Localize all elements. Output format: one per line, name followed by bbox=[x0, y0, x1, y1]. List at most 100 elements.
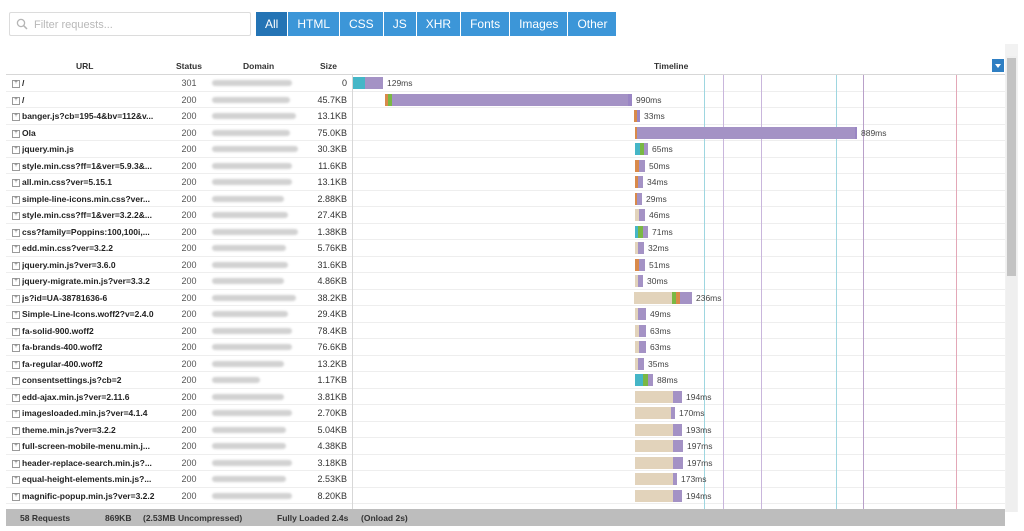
request-url[interactable]: equal-height-elements.min.js?... bbox=[22, 474, 152, 484]
request-url[interactable]: / bbox=[22, 78, 25, 88]
expand-icon[interactable]: + bbox=[12, 162, 20, 171]
expand-icon[interactable]: + bbox=[12, 278, 20, 286]
table-row[interactable]: + theme.min.js?ver=3.2.2 200 5.04KB bbox=[6, 422, 1005, 438]
expand-icon[interactable]: + bbox=[12, 393, 20, 402]
table-row[interactable]: + all.min.css?ver=5.15.1 200 13.1KB bbox=[6, 174, 1005, 191]
table-row[interactable]: + consentsettings.js?cb=2 200 1.17KB bbox=[6, 372, 1005, 389]
expand-icon[interactable]: + bbox=[12, 476, 20, 484]
filter-js-button[interactable]: JS bbox=[383, 12, 417, 36]
table-row[interactable]: + jquery.min.js?ver=3.6.0 200 31.6KB bbox=[6, 257, 1005, 273]
expand-icon[interactable]: + bbox=[12, 228, 20, 237]
expand-icon[interactable]: + bbox=[12, 410, 20, 418]
table-row[interactable]: + jquery-migrate.min.js?ver=3.3.2 200 4.86K… bbox=[6, 273, 1005, 290]
request-url[interactable]: header-replace-search.min.js?... bbox=[22, 457, 152, 468]
table-row[interactable]: + style.min.css?ff=1&ver=5.9.3&... 200 11.6… bbox=[6, 158, 1005, 174]
scrollbar-thumb[interactable] bbox=[1007, 58, 1016, 276]
table-row[interactable]: + fa-solid-900.woff2 200 78.4KB bbox=[6, 323, 1005, 339]
filter-images-button[interactable]: Images bbox=[510, 12, 569, 36]
expand-icon[interactable]: + bbox=[12, 327, 20, 336]
expand-icon[interactable]: + bbox=[12, 179, 20, 187]
search-box[interactable] bbox=[9, 12, 251, 36]
table-row[interactable]: + equal-height-elements.min.js?... 200 2.53… bbox=[6, 471, 1005, 488]
table-row[interactable]: + style.min.css?ff=1&ver=3.2.2&... 200 27.4… bbox=[6, 207, 1005, 224]
table-row[interactable]: + full-screen-mobile-menu.min.j... 200 4.38… bbox=[6, 438, 1005, 455]
expand-icon[interactable]: + bbox=[12, 80, 20, 88]
table-row[interactable]: + Ola 200 75.0KB bbox=[6, 125, 1005, 141]
timeline-dropdown-button[interactable] bbox=[992, 59, 1004, 72]
table-row[interactable]: + edd.min.css?ver=3.2.2 200 5.76KB bbox=[6, 240, 1005, 257]
request-url[interactable]: style.min.css?ff=1&ver=3.2.2&... bbox=[22, 210, 152, 220]
expand-icon[interactable]: + bbox=[12, 492, 20, 501]
table-row[interactable]: + imagesloaded.min.js?ver=4.1.4 200 2.70KB bbox=[6, 405, 1005, 422]
request-url[interactable]: consentsettings.js?cb=2 bbox=[22, 375, 122, 385]
request-url[interactable]: css?family=Poppins:100,100i,... bbox=[22, 226, 150, 237]
expand-icon[interactable]: + bbox=[12, 426, 20, 435]
table-row[interactable]: + css?family=Poppins:100,100i,... 200 1.38K… bbox=[6, 224, 1005, 240]
expand-icon[interactable]: + bbox=[12, 377, 20, 385]
filter-xhr-button[interactable]: XHR bbox=[416, 12, 462, 36]
request-url[interactable]: Simple-Line-Icons.woff2?v=2.4.0 bbox=[22, 309, 154, 319]
domain-column-header[interactable]: Domain bbox=[243, 61, 275, 71]
search-input[interactable] bbox=[32, 16, 246, 34]
size-column-header[interactable]: Size bbox=[320, 61, 338, 71]
request-size: 1.17KB bbox=[317, 375, 347, 385]
scrollbar[interactable] bbox=[1006, 56, 1017, 512]
table-row[interactable]: + header-replace-search.min.js?... 200 3.18… bbox=[6, 455, 1005, 471]
request-url[interactable]: banger.js?cb=195-4&bv=112&v... bbox=[22, 111, 154, 121]
filter-css-button[interactable]: CSS bbox=[340, 12, 384, 36]
table-row[interactable]: + edd-ajax.min.js?ver=2.11.6 200 3.81KB bbox=[6, 389, 1005, 405]
expand-icon[interactable]: + bbox=[12, 459, 20, 468]
request-url[interactable]: Ola bbox=[22, 127, 36, 138]
timeline-column-header[interactable]: Timeline bbox=[654, 61, 689, 71]
request-size: 2.88KB bbox=[317, 193, 347, 204]
filter-fonts-button[interactable]: Fonts bbox=[461, 12, 511, 36]
expand-icon[interactable]: + bbox=[12, 294, 20, 303]
expand-icon[interactable]: + bbox=[12, 443, 20, 451]
expand-icon[interactable]: + bbox=[12, 344, 20, 352]
expand-icon[interactable]: + bbox=[12, 360, 20, 369]
url-column-header[interactable]: URL bbox=[76, 61, 94, 71]
expand-icon[interactable]: + bbox=[12, 212, 20, 220]
request-url[interactable]: all.min.css?ver=5.15.1 bbox=[22, 177, 113, 187]
expand-icon[interactable]: + bbox=[12, 195, 20, 204]
request-url[interactable]: jquery.min.js bbox=[22, 144, 74, 154]
expand-icon[interactable]: + bbox=[12, 146, 20, 154]
request-url[interactable]: / bbox=[22, 94, 25, 105]
table-row[interactable]: + fa-brands-400.woff2 200 76.6KB bbox=[6, 339, 1005, 356]
request-status: 200 bbox=[181, 309, 197, 319]
table-row[interactable]: + fa-regular-400.woff2 200 13.2KB bbox=[6, 356, 1005, 372]
table-row[interactable]: +/ 200 45.7KB bbox=[6, 92, 1005, 108]
expand-icon[interactable]: + bbox=[12, 113, 20, 121]
filter-other-button[interactable]: Other bbox=[568, 12, 618, 36]
request-url[interactable]: simple-line-icons.min.css?ver... bbox=[22, 193, 151, 204]
request-url[interactable]: style.min.css?ff=1&ver=5.9.3&... bbox=[22, 160, 152, 171]
request-url[interactable]: imagesloaded.min.js?ver=4.1.4 bbox=[22, 408, 148, 418]
expand-icon[interactable]: + bbox=[12, 311, 20, 319]
table-row[interactable]: + Simple-Line-Icons.woff2?v=2.4.0 200 29.4K… bbox=[6, 306, 1005, 323]
expand-icon[interactable]: + bbox=[12, 96, 20, 105]
request-url[interactable]: js?id=UA-38781636-6 bbox=[22, 292, 108, 303]
request-url[interactable]: fa-brands-400.woff2 bbox=[22, 342, 103, 352]
table-row[interactable]: + simple-line-icons.min.css?ver... 200 2.88… bbox=[6, 191, 1005, 207]
request-url[interactable]: edd-ajax.min.js?ver=2.11.6 bbox=[22, 391, 130, 402]
table-row[interactable]: + magnific-popup.min.js?ver=3.2.2 200 8.20K… bbox=[6, 488, 1005, 504]
request-url[interactable]: fa-solid-900.woff2 bbox=[22, 325, 94, 336]
filter-all-button[interactable]: All bbox=[256, 12, 289, 36]
filter-html-button[interactable]: HTML bbox=[288, 12, 341, 36]
request-size: 0 bbox=[341, 78, 347, 88]
request-url[interactable]: full-screen-mobile-menu.min.j... bbox=[22, 441, 150, 451]
request-url[interactable]: jquery-migrate.min.js?ver=3.3.2 bbox=[22, 276, 150, 286]
expand-icon[interactable]: + bbox=[12, 261, 20, 270]
table-row[interactable]: + js?id=UA-38781636-6 200 38.2KB bbox=[6, 290, 1005, 306]
table-row[interactable]: + banger.js?cb=195-4&bv=112&v... 200 13.1KB bbox=[6, 108, 1005, 125]
table-row[interactable]: +/ 301 0 bbox=[6, 75, 1005, 92]
expand-icon[interactable]: + bbox=[12, 245, 20, 253]
request-url[interactable]: magnific-popup.min.js?ver=3.2.2 bbox=[22, 490, 155, 501]
status-column-header[interactable]: Status bbox=[176, 61, 202, 71]
request-url[interactable]: fa-regular-400.woff2 bbox=[22, 358, 103, 369]
request-url[interactable]: theme.min.js?ver=3.2.2 bbox=[22, 424, 116, 435]
table-row[interactable]: + jquery.min.js 200 30.3KB bbox=[6, 141, 1005, 158]
expand-icon[interactable]: + bbox=[12, 129, 20, 138]
request-url[interactable]: edd.min.css?ver=3.2.2 bbox=[22, 243, 113, 253]
request-url[interactable]: jquery.min.js?ver=3.6.0 bbox=[22, 259, 116, 270]
